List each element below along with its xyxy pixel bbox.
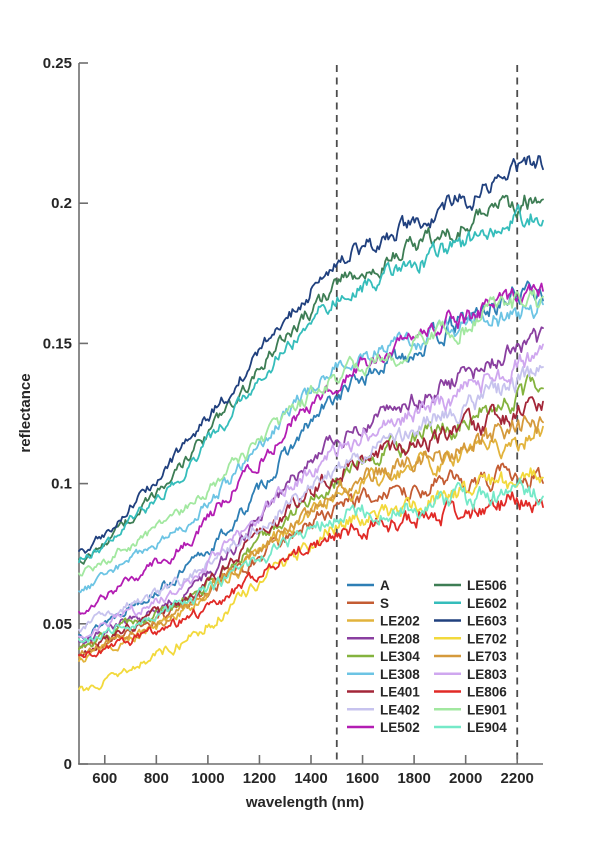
legend-label-LE803: LE803 [467, 667, 507, 682]
x-axis-label: wavelength (nm) [245, 794, 364, 811]
series-line-LE502 [78, 282, 544, 615]
series-line-LE901 [78, 289, 544, 577]
legend-label-LE308: LE308 [380, 667, 420, 682]
y-tick-label: 0.15 [43, 335, 72, 352]
legend-item-LE602: LE602 [434, 596, 507, 611]
legend-item-LE506: LE506 [434, 578, 507, 593]
x-tick-label: 800 [144, 770, 169, 787]
legend-item-LE904: LE904 [434, 720, 507, 735]
legend-item-LE702: LE702 [434, 631, 507, 646]
y-tick-label: 0.05 [43, 616, 72, 633]
series-line-LE402 [78, 364, 544, 633]
legend-label-LE603: LE603 [467, 614, 507, 629]
legend-label-LE506: LE506 [467, 578, 507, 593]
legend-item-LE402: LE402 [347, 702, 420, 717]
x-tick-label: 1400 [294, 770, 327, 787]
series-line-LE308 [78, 298, 544, 594]
x-tick-label: 600 [92, 770, 117, 787]
series-line-LE904 [78, 477, 544, 643]
axes: 0 0.05 0.1 0.15 0.2 0.25 600 800 1000 1200 1400 160… [43, 55, 543, 787]
legend-item-LE208: LE208 [347, 631, 420, 646]
series-line-LE602 [78, 204, 544, 563]
legend-label-LE904: LE904 [467, 720, 507, 735]
y-axis-label: reflectance [17, 373, 34, 452]
legend-label-LE304: LE304 [380, 649, 420, 664]
series-line-LE806 [78, 491, 544, 659]
x-tick-label: 2000 [449, 770, 482, 787]
legend-label-LE703: LE703 [467, 649, 507, 664]
series-lines [78, 155, 544, 692]
legend-label-LE806: LE806 [467, 685, 507, 700]
series-line-LE304 [78, 373, 544, 651]
legend-label-LE502: LE502 [380, 720, 420, 735]
legend-label-LE702: LE702 [467, 631, 507, 646]
legend-item-LE401: LE401 [347, 685, 420, 700]
series-line-LE703 [78, 415, 544, 659]
legend-item-LE703: LE703 [434, 649, 507, 664]
x-tick-label: 1800 [397, 770, 430, 787]
series-line-LE603 [78, 155, 544, 554]
legend-item-LE901: LE901 [434, 702, 507, 717]
y-tick-label: 0.25 [43, 55, 72, 72]
legend-label-LE402: LE402 [380, 702, 420, 717]
series-line-LE401 [78, 396, 544, 657]
legend-item-LE202: LE202 [347, 614, 420, 629]
legend-label-LE208: LE208 [380, 631, 420, 646]
legend-label-LE602: LE602 [467, 596, 507, 611]
legend-item-A: A [347, 578, 390, 593]
legend-label-A: A [380, 578, 390, 593]
legend-item-LE308: LE308 [347, 667, 420, 682]
legend: AS LE202 LE208 LE304 LE308 LE401 LE402 LE502 LE5… [347, 578, 507, 735]
legend-item-LE803: LE803 [434, 667, 507, 682]
legend-item-S: S [347, 596, 389, 611]
legend-item-LE806: LE806 [434, 685, 507, 700]
legend-item-LE603: LE603 [434, 614, 507, 629]
legend-item-LE304: LE304 [347, 649, 420, 664]
y-tick-label: 0.1 [51, 476, 72, 493]
x-tick-label: 2200 [501, 770, 534, 787]
x-tick-label: 1200 [243, 770, 276, 787]
legend-label-LE901: LE901 [467, 702, 507, 717]
x-tick-label: 1000 [191, 770, 224, 787]
x-tick-label: 1600 [346, 770, 379, 787]
legend-label-S: S [380, 596, 389, 611]
series-line-LE803 [78, 343, 544, 639]
series-line-LE506 [78, 194, 544, 565]
y-tick-label: 0.2 [51, 195, 72, 212]
y-tick-label: 0 [64, 756, 72, 773]
dashed-reference-lines [335, 65, 519, 763]
legend-label-LE202: LE202 [380, 614, 420, 629]
legend-item-LE502: LE502 [347, 720, 420, 735]
legend-label-LE401: LE401 [380, 685, 420, 700]
